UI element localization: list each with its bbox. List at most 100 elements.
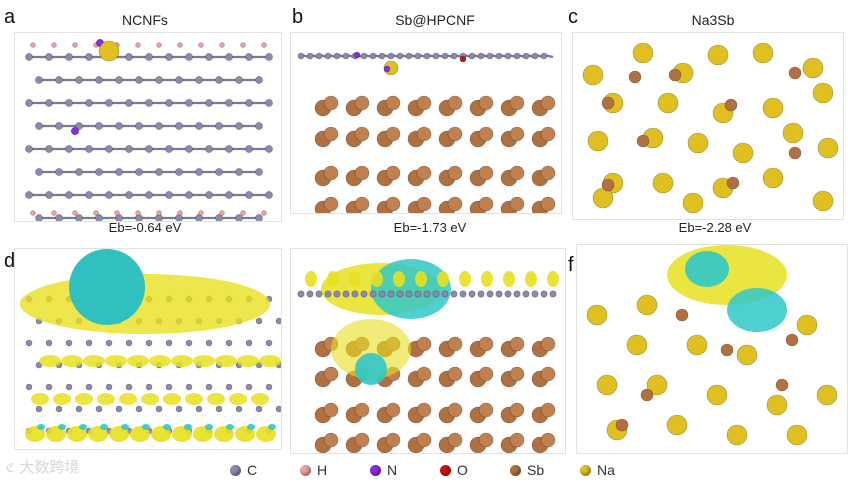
sodium-atom (586, 304, 608, 326)
carbon-atom (115, 405, 123, 413)
antimony-atom (323, 432, 339, 448)
carbon-atom (115, 214, 123, 221)
carbon-atom (265, 53, 273, 61)
charge-accumulation (525, 271, 537, 287)
antimony-atom (478, 402, 494, 418)
carbon-atom (306, 290, 314, 298)
nitrogen-atom (353, 51, 361, 59)
antimony-atom (447, 165, 463, 181)
carbon-atom (205, 145, 213, 153)
hydrogen-atom (135, 42, 141, 48)
carbon-atom (145, 145, 153, 153)
carbon-atom (95, 122, 103, 130)
sodium-isosurface (69, 249, 145, 325)
carbon-atom (125, 339, 133, 347)
carbon-atom (75, 122, 83, 130)
carbon-atom (315, 290, 323, 298)
carbon-atom (165, 99, 173, 107)
legend-item-na: Na (580, 462, 650, 478)
antimony-atom (615, 418, 629, 432)
carbon-atom (215, 76, 223, 84)
antimony-atom (416, 402, 432, 418)
antimony-atom (354, 126, 370, 142)
sodium-atom (796, 314, 818, 336)
carbon-atom (378, 290, 386, 298)
carbon-atom (35, 168, 43, 176)
carbon-atom (45, 145, 53, 153)
charge-accumulation (127, 355, 149, 367)
hydrogen-atom (240, 210, 246, 216)
carbon-atom (155, 405, 163, 413)
ncnf-lattice-image (25, 38, 273, 221)
carbon-atom (225, 99, 233, 107)
carbon-atom (125, 99, 133, 107)
carbon-atom (75, 405, 83, 413)
carbon-atom (105, 339, 113, 347)
hydrogen-atom (198, 42, 204, 48)
carbon-atom (175, 76, 183, 84)
carbon-atom (25, 99, 33, 107)
carbon-atom (175, 405, 183, 413)
legend-label-na: Na (597, 462, 615, 478)
carbon-atom (165, 383, 173, 391)
carbon-atom (450, 290, 458, 298)
carbon-atom (95, 76, 103, 84)
watermark-text: 大数跨境 (19, 459, 80, 476)
carbon-atom (225, 339, 233, 347)
antimony-atom (640, 388, 654, 402)
watermark-logo: ℭ 大数跨境 (6, 459, 80, 476)
carbon-atom (165, 145, 173, 153)
hydrogen-atom (93, 210, 99, 216)
sodium-atom (812, 190, 834, 212)
carbon-atom (135, 168, 143, 176)
oxygen-swatch (440, 464, 451, 476)
antimony-swatch (510, 464, 521, 476)
carbon-atom (235, 168, 243, 176)
charge-accumulation (215, 355, 237, 367)
sodium-atom (632, 42, 654, 64)
carbon-atom (195, 76, 203, 84)
carbon-atom (135, 122, 143, 130)
charge-accumulation (109, 426, 129, 442)
antimony-atom (323, 402, 339, 418)
carbon-atom (185, 383, 193, 391)
carbon-atom (360, 52, 368, 60)
charge-depletion (79, 424, 87, 430)
antimony-atom (447, 95, 463, 111)
charge-accumulation (46, 426, 66, 442)
panel-title-c: Na3Sb (691, 12, 735, 28)
charge-depletion (37, 424, 45, 430)
charge-depletion (184, 424, 192, 430)
charge-accumulation (349, 271, 361, 287)
carbon-atom (333, 52, 341, 60)
charge-depletion (371, 259, 451, 319)
antimony-atom (447, 126, 463, 142)
carbon-atom (255, 122, 263, 130)
carbon-atom (342, 290, 350, 298)
antimony-atom (540, 402, 556, 418)
nitrogen-atom (70, 126, 80, 136)
charge-accumulation (83, 355, 105, 367)
carbon-atom (369, 52, 377, 60)
carbon-atom (85, 99, 93, 107)
charge-depletion (100, 424, 108, 430)
carbon-atom (35, 76, 43, 84)
carbon-atom (205, 191, 213, 199)
panel-c-frame (572, 32, 844, 220)
antimony-atom (447, 402, 463, 418)
antimony-atom (416, 336, 432, 352)
ncnf-charge-density-image (20, 249, 281, 442)
sodium-atom (762, 97, 784, 119)
carbon-atom (369, 290, 377, 298)
charge-accumulation (371, 271, 383, 287)
carbon-atom (468, 290, 476, 298)
carbon-atom (35, 405, 43, 413)
carbon-atom (522, 52, 530, 60)
carbon-atom (95, 405, 103, 413)
carbon-atom (531, 290, 539, 298)
carbon-atom (486, 290, 494, 298)
carbon-atom (175, 168, 183, 176)
charge-accumulation (172, 426, 192, 442)
antimony-atom (720, 343, 734, 357)
carbon-atom (324, 52, 332, 60)
